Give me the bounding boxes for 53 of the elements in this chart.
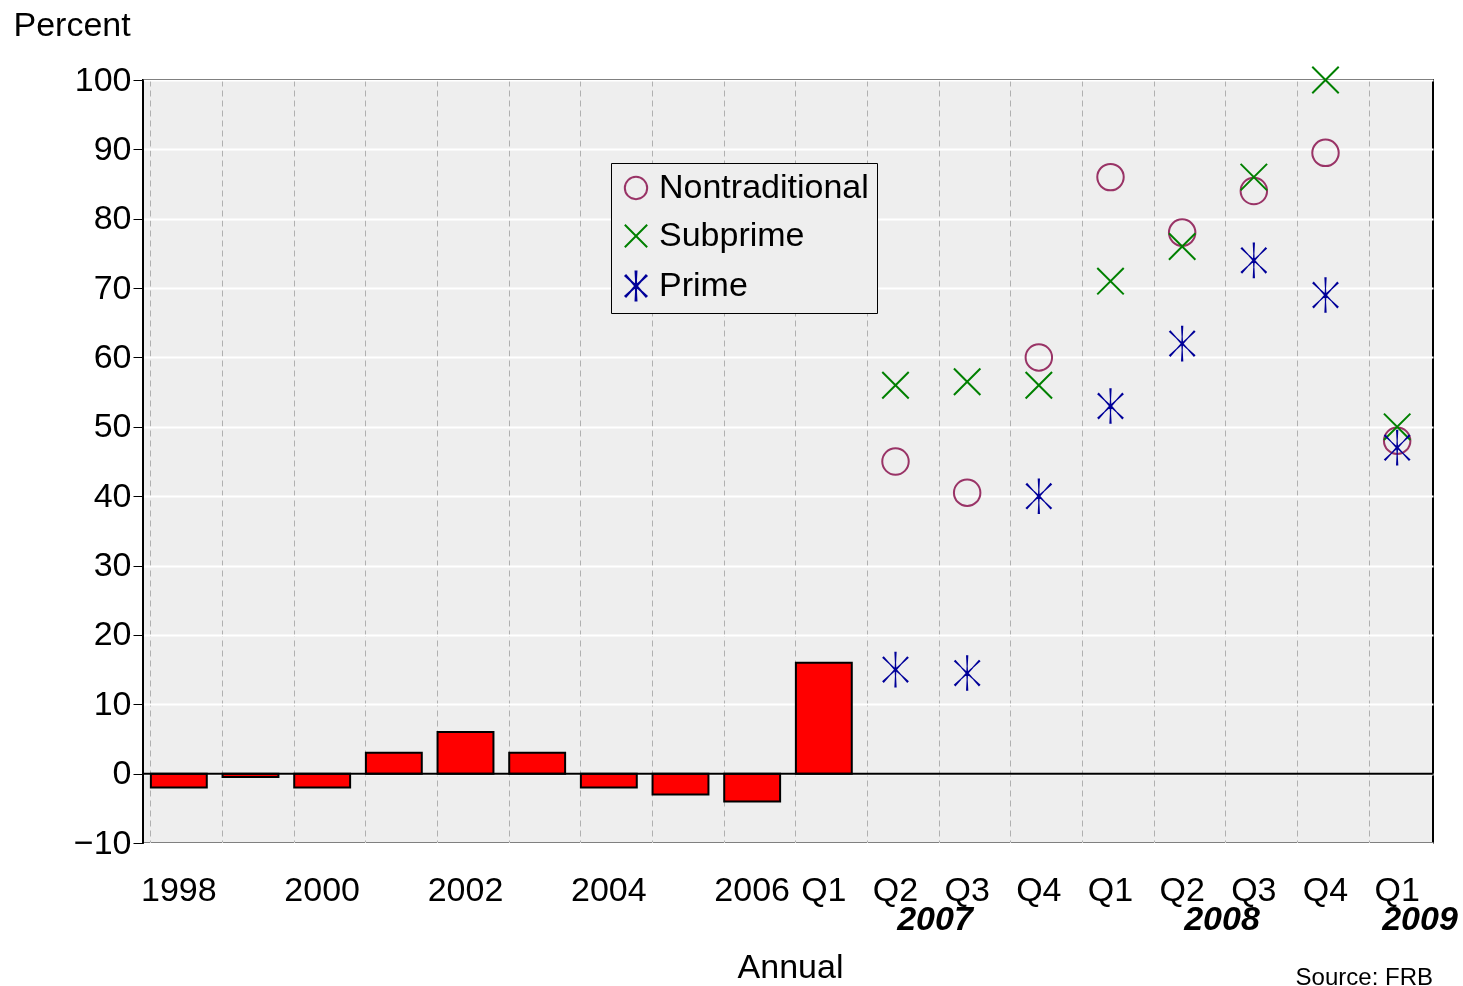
- x-tick-label: 2006: [714, 869, 790, 908]
- point: [1024, 343, 1054, 372]
- y-tick-label: 20: [93, 614, 132, 653]
- y-axis-title: Percent: [13, 4, 132, 43]
- point: [952, 367, 982, 396]
- y-tick-label: 70: [93, 267, 132, 306]
- point: [1382, 426, 1412, 455]
- y-tick-label: 100: [74, 59, 132, 98]
- point: [1311, 138, 1340, 168]
- point: [1169, 325, 1196, 362]
- point: [1096, 162, 1125, 192]
- point: [1311, 65, 1340, 95]
- point: [1239, 162, 1269, 192]
- y-tick-label: −10: [73, 822, 132, 861]
- point: [1384, 429, 1411, 466]
- point: [1025, 478, 1052, 514]
- y-tick-label: 90: [93, 128, 132, 167]
- legend-label: Subprime: [659, 215, 805, 253]
- point: [881, 447, 910, 476]
- point: [954, 655, 981, 691]
- point: [1382, 412, 1412, 442]
- point: [1167, 218, 1197, 247]
- x-tick-label: Q1: [801, 869, 847, 908]
- y-tick-label: 60: [93, 336, 132, 375]
- y-tick-label: 0: [112, 753, 132, 792]
- y-tick-label: 10: [93, 683, 132, 722]
- x-tick-label: 2000: [284, 869, 360, 908]
- y-tick-label: 50: [93, 406, 132, 445]
- point: [1024, 370, 1054, 400]
- x-tick-label: Q4: [1302, 869, 1349, 908]
- x-tick-label: 2002: [427, 869, 504, 908]
- point: [881, 370, 910, 400]
- point: [1096, 266, 1125, 296]
- x-tick-label: 1998: [141, 869, 217, 908]
- source-note: Source: FRB: [1295, 963, 1433, 986]
- point: [1239, 176, 1269, 206]
- legend-label: Nontraditional: [659, 167, 869, 205]
- point: [1097, 388, 1124, 424]
- y-tick-label: 80: [93, 198, 132, 237]
- x-tick-label: 2004: [571, 869, 647, 908]
- y-tick-label: 30: [93, 545, 132, 584]
- point: [882, 651, 909, 688]
- x-tick-label: Q1: [1087, 869, 1134, 908]
- x-axis-title: Annual: [737, 946, 844, 985]
- y-tick-label: 40: [93, 475, 132, 514]
- point: [1240, 242, 1267, 279]
- legend-label: Prime: [659, 265, 748, 303]
- point: [1312, 277, 1339, 313]
- x-tick-label: Q4: [1016, 869, 1062, 908]
- point: [1167, 232, 1197, 261]
- x-tick-label: Q2: [872, 869, 919, 908]
- x-tick-label: Q2: [1159, 869, 1205, 908]
- point: [952, 478, 982, 507]
